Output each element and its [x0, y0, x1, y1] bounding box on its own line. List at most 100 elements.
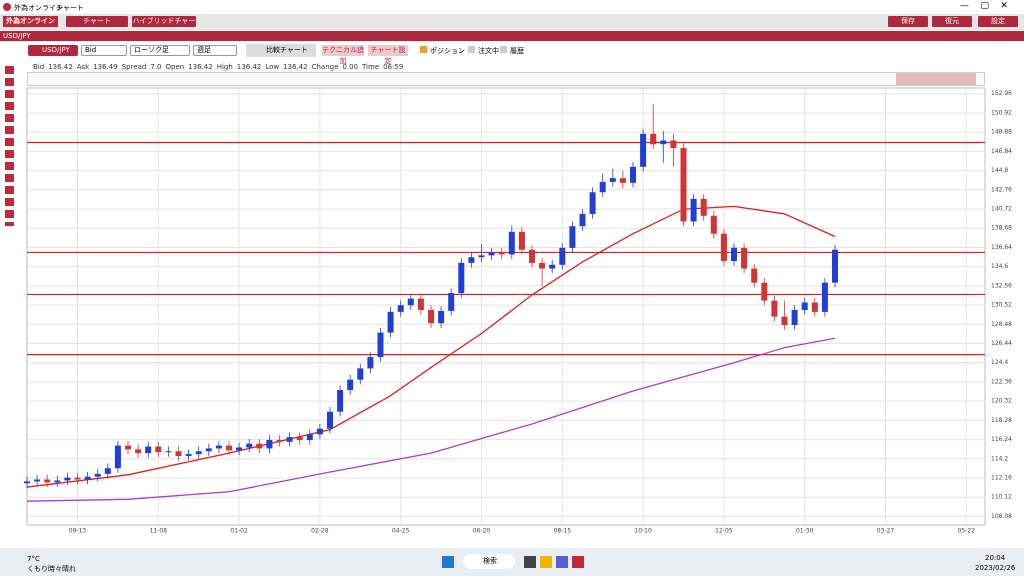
candle-body	[34, 479, 41, 482]
candle-body	[731, 247, 737, 262]
clock-date: 2023/02/26	[975, 564, 1016, 572]
quote-label: Time	[362, 63, 380, 71]
candle-body	[387, 311, 394, 333]
candle-body	[226, 445, 232, 451]
candle-body	[24, 481, 30, 484]
candle-body	[397, 305, 404, 312]
y-tick-label: 128.48	[991, 321, 1012, 328]
quote-value: 06:59	[383, 63, 404, 71]
checkbox[interactable]	[500, 46, 507, 53]
window-controls[interactable]: — ▢ ✕	[960, 1, 1008, 11]
y-tick-label: 130.52	[991, 302, 1012, 309]
candle-body	[236, 447, 243, 451]
y-tick-label: 116.24	[991, 436, 1012, 443]
taskbar-apps[interactable]	[524, 556, 584, 568]
candle-body	[670, 140, 677, 148]
period-select[interactable]: 週足	[193, 45, 237, 56]
quote-value: 136.49	[93, 63, 118, 71]
restore-button[interactable]: 復元	[932, 16, 972, 27]
candle-body	[761, 282, 768, 301]
price-select[interactable]: Bid	[81, 45, 127, 56]
quote-value: 0.00	[342, 63, 358, 71]
settings-button[interactable]: 設定	[978, 16, 1018, 27]
start-button[interactable]	[442, 556, 454, 568]
navigator-window[interactable]	[896, 73, 976, 85]
candle-body	[276, 439, 283, 442]
candle-body	[165, 451, 172, 453]
x-tick-label: 04-25	[392, 528, 410, 535]
candle-body	[549, 264, 556, 269]
candle-body	[428, 309, 434, 324]
checkbox[interactable]	[468, 46, 475, 53]
chart-settings-button[interactable]: チャート設定	[368, 45, 408, 65]
quote-label: Spread	[121, 63, 147, 71]
chart: 152.96 150.92 148.88 146.84 144.8 142.76 140.7…	[24, 87, 1012, 535]
candle-body	[690, 198, 697, 222]
compare-button[interactable]: 比較チャート	[246, 44, 316, 57]
candle-body	[569, 226, 576, 248]
y-tick-label: 148.88	[991, 129, 1012, 136]
candle-body	[296, 437, 303, 440]
clock-time: 20:04	[985, 554, 1006, 562]
candle-body	[316, 428, 323, 435]
candle-body	[488, 252, 495, 256]
pair-badge[interactable]: USD/JPY	[28, 45, 78, 56]
quote-line: Bid 136.42 Ask 136.49 Spread 7.0 Open 136.42 Hig…	[33, 63, 407, 71]
candle-body	[539, 262, 546, 269]
quote-value: 136.42	[48, 63, 73, 71]
candle-body	[751, 268, 758, 283]
tool-icons[interactable]	[5, 66, 14, 226]
candle-body	[630, 166, 636, 183]
app-name: 外為オンライン	[14, 4, 63, 12]
y-tick-label: 146.84	[991, 148, 1012, 155]
candle-body	[357, 368, 364, 380]
quote-label: Bid	[33, 63, 45, 71]
candle-body	[529, 249, 535, 263]
weather: くもり時々晴れ	[27, 565, 76, 573]
y-tick-label: 142.76	[991, 186, 1012, 193]
x-tick-label: 08-15	[554, 528, 572, 535]
candle-body	[104, 468, 111, 474]
quote-label: High	[216, 63, 233, 71]
menu-button[interactable]: チャート	[66, 16, 128, 27]
candle-body	[266, 439, 273, 449]
candle-body	[84, 476, 91, 480]
search-box[interactable]: 検索	[463, 554, 515, 569]
candle-body	[660, 140, 667, 145]
y-tick-label: 110.12	[991, 494, 1012, 501]
candle-body	[74, 477, 81, 480]
check-label: 履歴	[510, 47, 524, 55]
y-tick-label: 118.28	[991, 417, 1012, 424]
plot-area	[26, 87, 986, 526]
navigator	[27, 72, 985, 86]
save-button[interactable]: 保存	[888, 16, 928, 27]
candle-body	[458, 262, 465, 294]
add-technical-button[interactable]: テクニカル追加	[322, 45, 364, 65]
candle-body	[195, 451, 202, 455]
y-tick-label: 120.32	[991, 398, 1012, 405]
candle-body	[448, 293, 455, 311]
y-tick-label: 140.72	[991, 206, 1012, 213]
candle-body	[286, 437, 293, 442]
title-bar: 外為オンライン チャート — ▢ ✕	[0, 0, 1024, 14]
quote-value: 136.42	[188, 63, 213, 71]
y-tick-label: 114.2	[991, 455, 1008, 462]
checkbox[interactable]	[420, 46, 427, 53]
x-tick-label: 12-05	[715, 528, 733, 535]
x-tick-label: 01-02	[230, 528, 248, 535]
candle-body	[650, 133, 657, 145]
quote-label: Low	[265, 63, 280, 71]
y-tick-label: 136.64	[991, 244, 1012, 251]
candle-body	[811, 302, 818, 312]
candle-body	[498, 252, 505, 255]
x-tick-label: 02-28	[311, 528, 329, 535]
chart-type-select[interactable]: ローソク足	[130, 45, 190, 56]
logo: 外為オンライン	[3, 16, 58, 27]
window-title: チャート	[56, 4, 84, 12]
y-tick-label: 112.16	[991, 475, 1012, 482]
candle-body	[508, 231, 515, 255]
candle-body	[347, 379, 354, 391]
temperature: 7°C	[27, 555, 40, 563]
candle-body	[205, 448, 212, 452]
